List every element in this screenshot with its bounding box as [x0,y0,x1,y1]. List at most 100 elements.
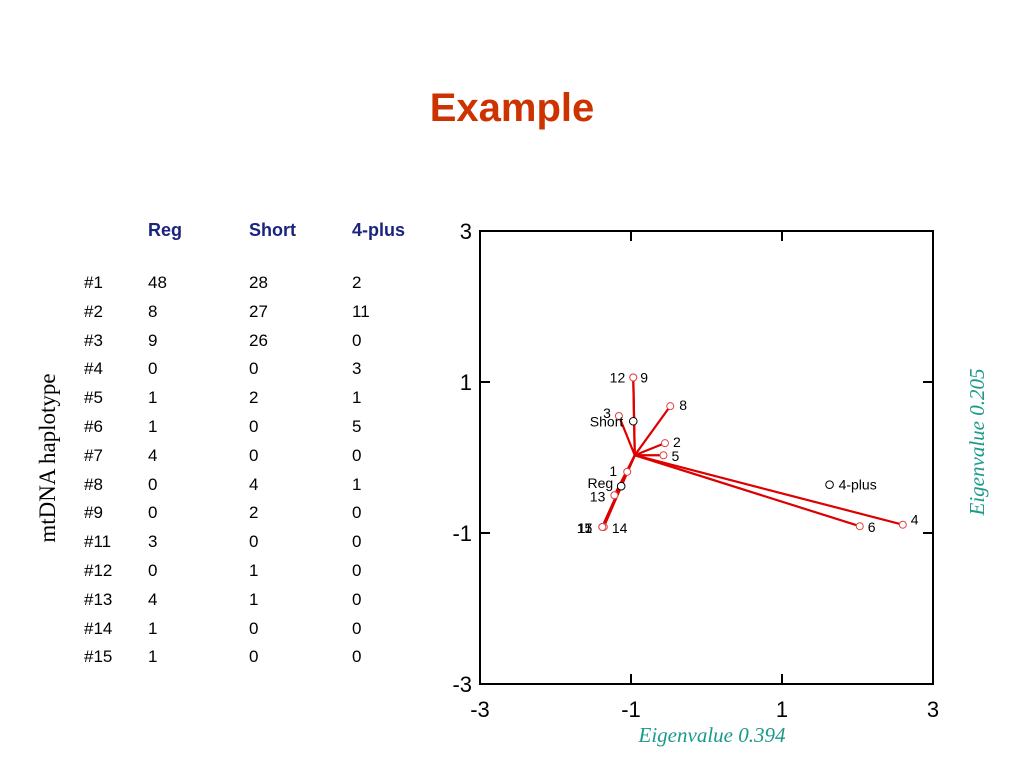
point-marker-12 [629,373,638,382]
table-cell: 4 [148,589,158,609]
y-tick-label: 3 [460,219,472,244]
point-marker-3 [614,411,623,420]
table-cell: 3 [352,359,362,379]
table-cell: 1 [148,417,158,436]
column-header-short: Short [249,220,296,240]
point-label-14: 14 [612,520,628,536]
x-tick-label: -3 [470,697,490,722]
point-label-11: 11 [578,520,593,536]
point-label-7: 7 [585,520,593,536]
variable-label-Reg: Reg [587,475,613,491]
table-cell: 1 [352,388,362,408]
table-cell: 26 [249,330,268,350]
vector-4 [634,454,904,526]
row-id: #13 [84,589,113,609]
point-label-3: 3 [603,405,611,421]
row-id: #6 [84,417,103,436]
point-marker-1 [623,467,632,476]
point-label-13: 13 [590,488,606,504]
table-cell: 2 [249,388,259,408]
vector-3 [617,415,636,456]
table-cell: 1 [148,388,158,408]
y-tick-label: -3 [452,672,472,697]
point-marker-13 [610,491,619,500]
table-cell: 0 [249,359,259,379]
table-cell: 1 [352,474,362,494]
table-cell: 2 [249,503,259,523]
row-id: #11 [84,532,112,552]
table-cell: 0 [148,359,158,379]
axis-ticks [479,230,934,685]
point-label-8: 8 [679,397,687,413]
table-cell: 0 [249,445,259,465]
point-marker-15 [598,522,607,531]
table-cell: 0 [249,532,259,552]
point-label-5: 5 [671,448,679,464]
table-cell: 48 [148,273,167,292]
point-label-4: 4 [911,512,919,528]
y-axis-label: Eigenvalue 0.205 [965,369,989,517]
vector-6 [634,454,861,528]
variable-label-4-plus: 4-plus [839,477,877,493]
variable-marker-4-plus [825,480,834,489]
table-cell: 3 [148,532,158,552]
y-tick-label: 1 [460,370,472,395]
point-marker-6 [855,522,864,531]
table-cell: 1 [249,561,259,580]
point-vectors [601,377,904,528]
plot-frame [479,230,934,685]
point-marker-2 [660,439,669,448]
column-header-reg: Reg [148,220,183,240]
table-cell: 0 [352,503,362,523]
variable-label-Short: Short [590,413,624,429]
table-cell: 1 [249,589,259,609]
point-label-12: 12 [610,369,626,385]
point-marker-4 [898,520,907,529]
x-tick-label: 3 [927,697,939,722]
table-cell: 5 [352,417,362,436]
row-id: #7 [84,445,103,465]
vector-8 [633,405,672,456]
table-cell: 0 [249,618,259,638]
table-cell: 0 [352,618,362,638]
table-cell: 9 [148,330,158,350]
variable-marker-Short [628,416,638,426]
row-id: #12 [84,561,113,580]
x-tick-label: -1 [621,697,641,722]
row-id: #8 [84,474,103,494]
row-id: #2 [84,301,103,321]
column-header-4-plus: 4-plus [352,220,406,240]
variable-marker-Reg [616,481,626,491]
point-label-6: 6 [868,519,876,535]
table-cell: 0 [352,589,362,609]
table-cell: 27 [249,301,268,321]
point-label-2: 2 [673,434,681,450]
table-cell: 4 [148,445,158,465]
table-cell: 0 [352,561,362,580]
vector-2 [634,442,666,457]
point-markers [598,373,907,531]
table-cell: 1 [148,618,158,638]
vector-12 [632,377,636,456]
table-cell: 0 [352,532,362,552]
table-cell: 2 [352,273,362,292]
table-cell: 0 [148,503,158,523]
row-id: #15 [84,647,113,667]
row-id: #9 [84,503,103,523]
table-cell: 11 [352,301,370,321]
table-cell: 0 [148,561,158,580]
slide-title: Example [429,86,595,130]
table-cell: 0 [352,330,362,350]
table-cell: 0 [249,417,259,436]
haplotype-table: Reg Short 4-plus #1 48 28 2 #2 8 27 11 #3 9 26 0 #4 0… [0,0,440,768]
y-tick-label: -1 [452,521,472,546]
table-cell: 8 [148,301,158,321]
row-id: #4 [84,359,103,379]
point-marker-5 [659,451,668,460]
table-cell: 4 [249,474,259,494]
row-id: #5 [84,388,103,408]
point-marker-8 [666,402,675,411]
row-id: #1 [84,273,103,292]
